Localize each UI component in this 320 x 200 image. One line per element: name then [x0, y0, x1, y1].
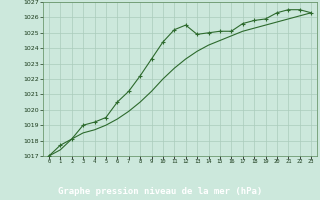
Text: Graphe pression niveau de la mer (hPa): Graphe pression niveau de la mer (hPa)	[58, 187, 262, 196]
